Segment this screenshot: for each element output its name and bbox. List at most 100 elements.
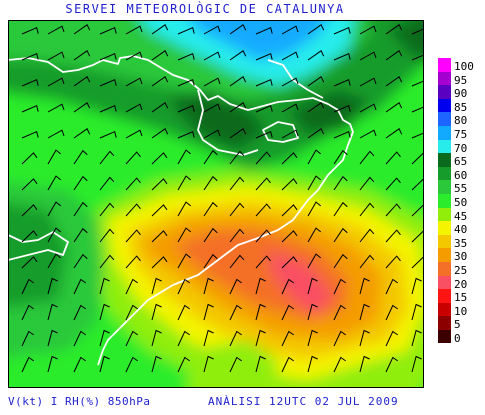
wind-barb [73,102,91,113]
wind-barb [307,355,318,373]
legend-label: 30 [454,250,468,264]
wind-barb [177,278,190,295]
wind-barb [47,129,65,139]
wind-barb [203,277,214,295]
wind-barb [255,203,271,217]
legend-item: 60 [438,166,484,182]
wind-barb [307,201,322,217]
legend-label: 70 [454,141,468,155]
wind-barb [411,329,422,347]
wind-barb [359,176,375,191]
wind-barb [73,128,91,139]
wind-barbs [21,24,424,373]
wind-barb [47,51,65,61]
wind-barb [73,253,88,269]
legend-label: 0 [454,331,461,345]
wind-barb [21,131,39,139]
wind-barb [333,253,348,269]
wind-barb [411,28,424,35]
legend-label: 45 [454,209,468,223]
wind-barb [359,51,377,61]
wind-barb [255,329,266,347]
wind-barb [307,102,325,113]
wind-barb [281,178,298,191]
wind-barb [99,303,110,321]
wind-barb [307,76,325,87]
legend-swatch [438,180,451,194]
legend-label: 75 [454,127,468,141]
wind-barb [255,151,271,165]
legend-item: 70 [438,139,484,155]
wind-barb [333,356,346,373]
legend-swatch [438,166,451,181]
wind-barb [359,150,375,165]
wind-barb [73,76,91,87]
wind-barb [307,128,325,139]
wind-barb [73,330,86,347]
wind-barb [151,152,168,165]
wind-barb [177,175,192,191]
wind-barb [255,177,271,191]
legend-swatch [438,221,451,235]
wind-barb [125,255,141,269]
wind-barb [99,254,115,269]
legend-label: 95 [454,73,468,87]
wind-barb [125,103,143,113]
wind-barb [307,50,325,61]
wind-barb [21,105,39,113]
wind-barb [47,103,65,113]
wind-barb [307,227,322,243]
wind-barb [307,329,318,347]
legend-swatch [438,139,451,154]
wind-barb [359,103,377,113]
humidity-legend: 100 95 90 85 80 75 70 65 60 55 50 45 40 35 30 25 20 15 10 5… [438,58,484,345]
legend-swatch [438,289,451,303]
wind-barb [281,129,299,139]
wind-barb [99,53,117,61]
wind-barb [99,202,115,217]
wind-barb [203,129,221,139]
wind-barb [177,105,195,113]
legend-item: 40 [438,221,484,235]
wind-barb [281,304,294,321]
wind-barb [359,202,375,217]
wind-barb [73,149,88,165]
humidity-field [8,20,424,388]
wind-barb [21,79,39,87]
wind-barb [333,278,346,295]
legend-label: 90 [454,87,468,101]
wind-barb [125,25,143,35]
legend-item: 5 [438,316,484,330]
wind-barb [99,150,115,165]
page-title: SERVEI METEOROLÒGIC DE CATALUNYA [65,2,345,16]
legend-swatch [438,85,451,99]
wind-barb [229,176,245,191]
wind-barb [21,152,38,165]
wind-barb [307,253,322,269]
legend-swatch [438,316,451,330]
wind-barb [229,304,242,321]
wind-barb [333,330,346,347]
wind-barb [411,106,424,113]
legend-item: 35 [438,234,484,249]
legend-item: 90 [438,85,484,99]
wind-barb [411,132,424,139]
wind-barb [125,304,138,321]
legend-swatch [438,98,451,113]
wind-barb [125,129,143,139]
wind-barb [385,304,398,321]
wind-barb [47,149,62,165]
wind-barb [177,131,195,139]
wind-barb [229,278,242,295]
wind-barb [203,253,218,269]
wind-barb [307,277,318,295]
wind-barb [203,149,218,165]
legend-item: 55 [438,180,484,194]
wind-barb [385,203,401,217]
legend-item: 65 [438,153,484,167]
wind-barb [255,27,273,35]
wind-barb [151,230,168,243]
wind-barb [359,329,370,347]
legend-label: 5 [454,318,461,332]
legend-label: 60 [454,168,468,182]
